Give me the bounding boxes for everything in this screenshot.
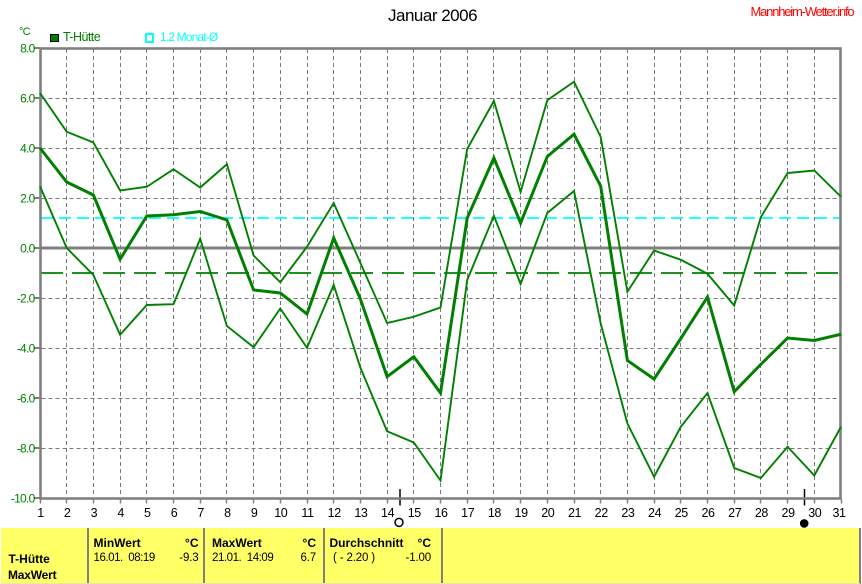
svg-text:2: 2 [64,506,71,520]
svg-text:-8.0: -8.0 [17,442,36,456]
svg-text:27: 27 [728,506,742,520]
svg-text:26: 26 [701,506,715,520]
svg-text:5: 5 [144,506,151,520]
svg-text:-4.0: -4.0 [17,342,36,356]
svg-text:0.0: 0.0 [20,242,36,256]
svg-text:16: 16 [434,506,448,520]
svg-text:4: 4 [117,506,124,520]
svg-text:15: 15 [408,506,422,520]
svg-text:24: 24 [648,506,662,520]
svg-text:19: 19 [515,506,529,520]
svg-text:9: 9 [251,506,258,520]
svg-text:11: 11 [301,506,314,520]
svg-text:29: 29 [782,506,796,520]
svg-text:21: 21 [568,506,582,520]
svg-text:-6.0: -6.0 [17,392,36,406]
svg-text:4.0: 4.0 [20,142,36,156]
svg-text:7: 7 [197,506,204,520]
svg-text:6.0: 6.0 [20,92,36,106]
svg-text:1: 1 [37,506,44,520]
svg-text:17: 17 [461,506,475,520]
svg-text:-2.0: -2.0 [17,292,36,306]
svg-text:18: 18 [488,506,502,520]
svg-text:6: 6 [171,506,178,520]
svg-text:-10.0: -10.0 [11,492,36,506]
svg-text:2.0: 2.0 [20,192,36,206]
svg-text:20: 20 [541,506,555,520]
svg-text:25: 25 [675,506,689,520]
svg-text:8.0: 8.0 [20,42,36,56]
svg-text:13: 13 [354,506,368,520]
svg-text:30: 30 [808,506,822,520]
svg-text:28: 28 [755,506,769,520]
svg-text:12: 12 [328,506,342,520]
svg-text:23: 23 [621,506,635,520]
svg-text:14: 14 [381,506,395,520]
svg-text:8: 8 [224,506,231,520]
svg-text:31: 31 [832,506,846,520]
svg-text:22: 22 [595,506,609,520]
svg-text:3: 3 [91,506,98,520]
svg-text:10: 10 [274,506,288,520]
